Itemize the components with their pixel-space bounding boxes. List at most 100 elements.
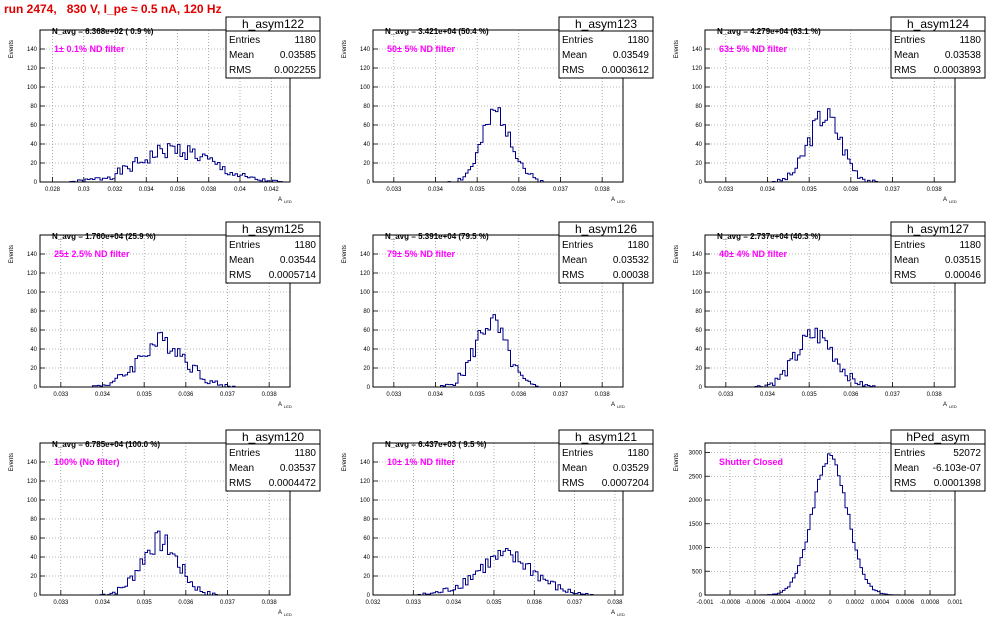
y-tick-label: 0 bbox=[699, 385, 703, 391]
stats-key: Entries bbox=[562, 448, 593, 459]
y-tick-label: 3000 bbox=[689, 451, 703, 457]
x-tick-label: 0.033 bbox=[53, 392, 69, 398]
y-tick-label: 0 bbox=[34, 385, 38, 391]
y-tick-label: 60 bbox=[695, 328, 702, 334]
y-tick-label: 40 bbox=[30, 555, 37, 561]
filter-label: 1± 0.1% ND filter bbox=[54, 44, 125, 54]
x-tick-label: 0.033 bbox=[718, 187, 734, 193]
stats-key: Mean bbox=[562, 255, 587, 266]
stats-value: 0.0003612 bbox=[602, 65, 650, 76]
stats-key: Entries bbox=[562, 240, 593, 251]
navg-label: N_avg = 1.760e+04 (25.9 %) bbox=[52, 232, 156, 241]
y-tick-label: 100 bbox=[360, 290, 371, 296]
y-tick-label: 100 bbox=[692, 85, 703, 91]
y-tick-label: 100 bbox=[692, 290, 703, 296]
stats-key: Entries bbox=[229, 240, 260, 251]
y-tick-label: 80 bbox=[30, 309, 37, 315]
y-tick-label: 80 bbox=[695, 309, 702, 315]
x-tick-label: 0.034 bbox=[446, 600, 462, 606]
x-axis-label: A LED bbox=[278, 402, 292, 409]
histogram-panel: 0.033 0.034 0.035 0.036 0.037 0.038 0 20 40 60 80 1… bbox=[674, 16, 986, 204]
histogram-panel: 0.028 0.03 0.032 0.034 0.036 0.038 0.04 0.042 0 2… bbox=[9, 16, 321, 204]
x-tick-label: 0.037 bbox=[885, 187, 901, 193]
stats-key: RMS bbox=[562, 270, 585, 281]
stats-value: 1180 bbox=[959, 240, 981, 251]
y-tick-label: 60 bbox=[363, 328, 370, 334]
x-tick-label: 0.035 bbox=[470, 392, 486, 398]
histogram-line bbox=[373, 547, 623, 596]
histogram-panel: 0.032 0.033 0.034 0.035 0.036 0.037 0.038 0 20 40… bbox=[342, 429, 654, 617]
y-tick-label: 0 bbox=[367, 385, 371, 391]
stats-value: 0.0005714 bbox=[269, 270, 317, 281]
y-tick-label: 40 bbox=[363, 347, 370, 353]
x-tick-label: 0.0004 bbox=[871, 600, 890, 606]
x-tick-label: 0.035 bbox=[470, 187, 486, 193]
x-tick-label: 0.034 bbox=[760, 392, 776, 398]
stats-value: 1180 bbox=[294, 448, 316, 459]
x-tick-label: 0.036 bbox=[527, 600, 543, 606]
x-tick-label: 0.033 bbox=[718, 392, 734, 398]
x-tick-label: 0.037 bbox=[553, 187, 569, 193]
stats-title: h_asym124 bbox=[907, 17, 969, 31]
x-tick-label: 0.0006 bbox=[896, 600, 915, 606]
x-tick-label: 0.036 bbox=[170, 187, 186, 193]
stats-key: RMS bbox=[229, 270, 252, 281]
histogram-panel: 0.033 0.034 0.035 0.036 0.037 0.038 0 20 40 60 80 1… bbox=[9, 221, 321, 409]
x-axis-label: A LED bbox=[611, 197, 625, 204]
stats-value: 0.00046 bbox=[945, 270, 982, 281]
x-tick-label: 0 bbox=[828, 600, 832, 606]
y-axis-label: Events bbox=[9, 245, 15, 263]
y-axis-label: Events bbox=[9, 40, 15, 58]
x-tick-label: 0.035 bbox=[137, 392, 153, 398]
histogram-line bbox=[705, 108, 955, 183]
filter-label: 100% (No filter) bbox=[54, 457, 120, 467]
stats-box bbox=[890, 235, 986, 284]
y-axis-label: Events bbox=[674, 453, 680, 471]
y-tick-label: 140 bbox=[27, 252, 38, 258]
x-axis-label: A LED bbox=[611, 610, 625, 617]
y-tick-label: 140 bbox=[692, 47, 703, 53]
x-tick-label: 0.036 bbox=[843, 187, 859, 193]
x-tick-label: 0.032 bbox=[365, 600, 381, 606]
stats-key: Mean bbox=[894, 255, 919, 266]
stats-box bbox=[890, 30, 986, 79]
x-tick-label: -0.001 bbox=[696, 600, 714, 606]
histogram-panel: -0.001 -0.0008 -0.0006 -0.0004 -0.0002 0 0.000… bbox=[674, 429, 986, 606]
filter-label: 40± 4% ND filter bbox=[719, 249, 787, 259]
stats-title: h_asym126 bbox=[575, 222, 637, 236]
stats-box bbox=[225, 443, 321, 492]
y-tick-label: 0 bbox=[34, 593, 38, 599]
stats-key: RMS bbox=[894, 478, 917, 489]
stats-key: Mean bbox=[229, 255, 254, 266]
stats-key: RMS bbox=[894, 270, 917, 281]
stats-key: RMS bbox=[562, 65, 585, 76]
y-axis-label: Events bbox=[674, 40, 680, 58]
stats-key: Entries bbox=[894, 448, 925, 459]
stats-value: 0.0007204 bbox=[602, 478, 650, 489]
y-tick-label: 20 bbox=[363, 161, 370, 167]
x-tick-label: 0.035 bbox=[137, 600, 153, 606]
x-tick-label: 0.037 bbox=[885, 392, 901, 398]
x-tick-label: 0.038 bbox=[201, 187, 217, 193]
x-tick-label: 0.034 bbox=[760, 187, 776, 193]
y-tick-label: 40 bbox=[30, 142, 37, 148]
filter-label: 79± 5% ND filter bbox=[387, 249, 455, 259]
stats-key: Entries bbox=[229, 35, 260, 46]
y-axis-label: Events bbox=[342, 245, 348, 263]
y-tick-label: 2000 bbox=[689, 498, 703, 504]
histogram-line bbox=[705, 327, 955, 388]
histogram-line bbox=[40, 530, 290, 596]
x-tick-label: 0.03 bbox=[78, 187, 90, 193]
x-axis-label: A LED bbox=[278, 197, 292, 204]
x-tick-label: 0.036 bbox=[511, 392, 527, 398]
y-tick-label: 1000 bbox=[689, 546, 703, 552]
y-tick-label: 100 bbox=[27, 85, 38, 91]
y-tick-label: 40 bbox=[363, 142, 370, 148]
x-tick-label: -0.0004 bbox=[770, 600, 791, 606]
y-tick-label: 500 bbox=[692, 569, 703, 575]
filter-label: 63± 5% ND filter bbox=[719, 44, 787, 54]
x-tick-label: 0.001 bbox=[947, 600, 963, 606]
histogram-line bbox=[373, 314, 623, 388]
run-title: run 2474, 830 V, I_pe ≈ 0.5 nA, 120 Hz bbox=[4, 2, 222, 16]
histogram-line bbox=[40, 143, 290, 183]
